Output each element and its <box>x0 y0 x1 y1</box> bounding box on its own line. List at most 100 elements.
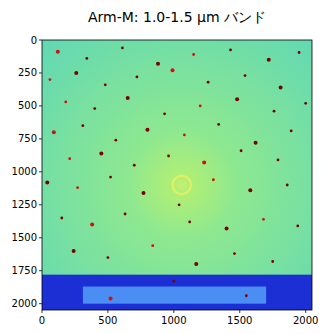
spot <box>207 81 210 84</box>
spot <box>72 249 76 253</box>
inner-band <box>83 287 266 304</box>
spot <box>212 178 215 181</box>
y-tick <box>39 303 42 304</box>
spot <box>296 224 299 227</box>
spot <box>109 296 113 300</box>
frame <box>42 40 312 310</box>
y-tick-label: 1500 <box>12 232 37 243</box>
spot <box>49 78 52 81</box>
spot <box>142 191 146 195</box>
spot <box>199 105 202 108</box>
spot <box>202 161 206 165</box>
y-tick-label: 1250 <box>12 199 37 210</box>
spot <box>167 155 170 158</box>
x-tick-label: 2000 <box>293 315 318 326</box>
spot <box>156 62 160 66</box>
spot <box>133 164 136 167</box>
spot <box>233 252 236 255</box>
y-tick-label: 500 <box>18 100 37 111</box>
spot <box>245 294 248 297</box>
spot <box>99 151 103 155</box>
spot <box>217 123 220 126</box>
x-tick <box>305 310 306 313</box>
y-tick-label: 250 <box>18 67 37 78</box>
spot <box>151 244 154 247</box>
spot <box>192 53 195 56</box>
title: Arm-M: 1.0-1.5 μm バンド <box>88 9 266 25</box>
y-tick <box>39 237 42 238</box>
spot <box>194 262 198 266</box>
chart: Arm-M: 1.0-1.5 μm バンド0500100015002000025… <box>0 0 331 334</box>
x-tick-label: 1000 <box>161 315 186 326</box>
spot <box>273 110 276 113</box>
spot <box>90 223 94 227</box>
spot <box>85 57 88 60</box>
spot <box>45 180 49 184</box>
y-tick <box>39 72 42 73</box>
spot <box>183 134 186 137</box>
spot <box>262 218 265 221</box>
x-tick <box>173 310 174 313</box>
spot <box>286 184 289 187</box>
spot <box>76 186 79 189</box>
ring <box>173 176 191 194</box>
spot <box>145 128 149 132</box>
spot <box>104 83 107 86</box>
spot <box>163 112 166 115</box>
x-tick <box>239 310 240 313</box>
spot <box>178 203 181 206</box>
x-tick-label: 1500 <box>227 315 252 326</box>
y-tick <box>39 40 42 41</box>
x-tick <box>42 310 43 313</box>
spot <box>81 124 84 127</box>
y-tick-label: 1750 <box>12 265 37 276</box>
spot <box>60 217 63 220</box>
y-tick-label: 1000 <box>12 166 37 177</box>
spot <box>248 188 252 192</box>
spot <box>107 256 110 259</box>
spot <box>235 97 239 101</box>
spot <box>136 76 139 79</box>
spot <box>114 139 117 142</box>
spot <box>52 130 56 134</box>
spot <box>229 48 232 51</box>
spot <box>109 176 112 179</box>
spot <box>124 213 127 216</box>
y-tick-label: 0 <box>31 35 37 46</box>
spot <box>290 130 293 133</box>
x-tick-label: 500 <box>98 315 117 326</box>
spot <box>279 85 283 89</box>
y-tick <box>39 138 42 139</box>
spot <box>225 227 229 231</box>
spot <box>121 47 124 50</box>
ring-core <box>176 179 187 190</box>
spot <box>64 101 67 104</box>
spot <box>244 74 247 77</box>
spot <box>271 260 274 263</box>
spot <box>68 157 71 160</box>
image-field <box>42 40 312 310</box>
spot <box>240 149 243 152</box>
spot <box>56 50 60 54</box>
y-tick <box>39 270 42 271</box>
y-tick <box>39 171 42 172</box>
y-tick <box>39 105 42 106</box>
spot <box>74 71 78 75</box>
spot <box>188 221 191 224</box>
spot <box>172 280 175 283</box>
spot <box>304 102 307 105</box>
spot <box>298 51 301 54</box>
y-tick-label: 750 <box>18 133 37 144</box>
spot <box>254 141 258 145</box>
x-tick-label: 0 <box>39 315 45 326</box>
spot <box>171 68 175 72</box>
y-tick <box>39 204 42 205</box>
spot <box>126 96 130 100</box>
x-tick <box>107 310 108 313</box>
spot <box>93 107 96 110</box>
plot-area <box>42 40 312 310</box>
band <box>42 275 312 310</box>
spot <box>277 159 280 162</box>
spot <box>267 58 271 62</box>
y-tick-label: 2000 <box>12 298 37 309</box>
